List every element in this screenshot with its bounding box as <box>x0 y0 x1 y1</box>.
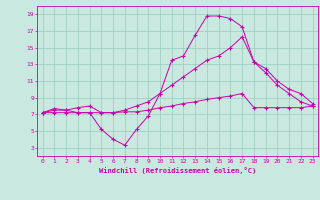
X-axis label: Windchill (Refroidissement éolien,°C): Windchill (Refroidissement éolien,°C) <box>99 167 256 174</box>
